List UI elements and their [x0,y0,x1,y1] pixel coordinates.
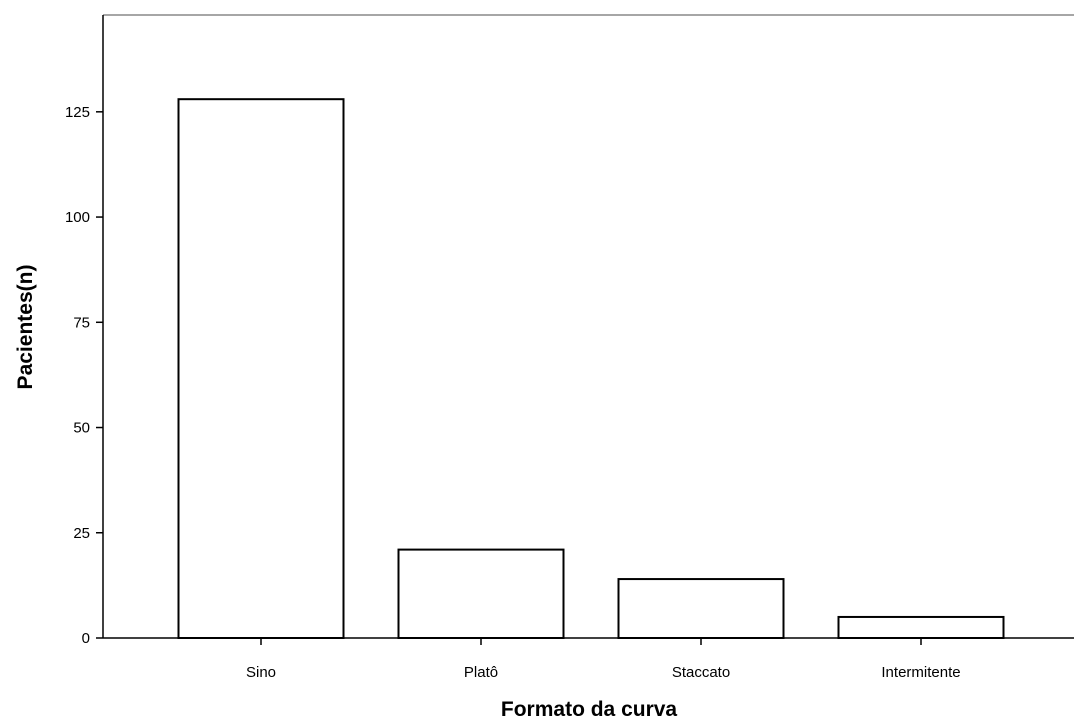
axes-group: 0 25 50 75 100 125 Sino Platô Staccato Intermiten… [65,15,1074,681]
bar-staccato [617,578,785,639]
x-tick-label: Platô [464,664,498,681]
bar-intermitente [837,615,1005,639]
y-tick-label: 75 [73,314,90,331]
y-axis-title: Pacientes(n) [14,265,37,390]
x-axis-title: Formato da curva [501,698,678,720]
y-tick-label: 50 [73,420,90,437]
bar-plat- [397,548,565,640]
y-tick-label: 25 [73,525,90,542]
x-tick-label: Staccato [672,664,730,681]
y-tick-label: 0 [82,630,90,647]
x-tick-label: Intermitente [881,664,960,681]
x-tick-label: Sino [246,664,276,681]
y-tick-label: 100 [65,209,90,226]
bar-sino [177,98,345,639]
y-tick-label: 125 [65,104,90,121]
